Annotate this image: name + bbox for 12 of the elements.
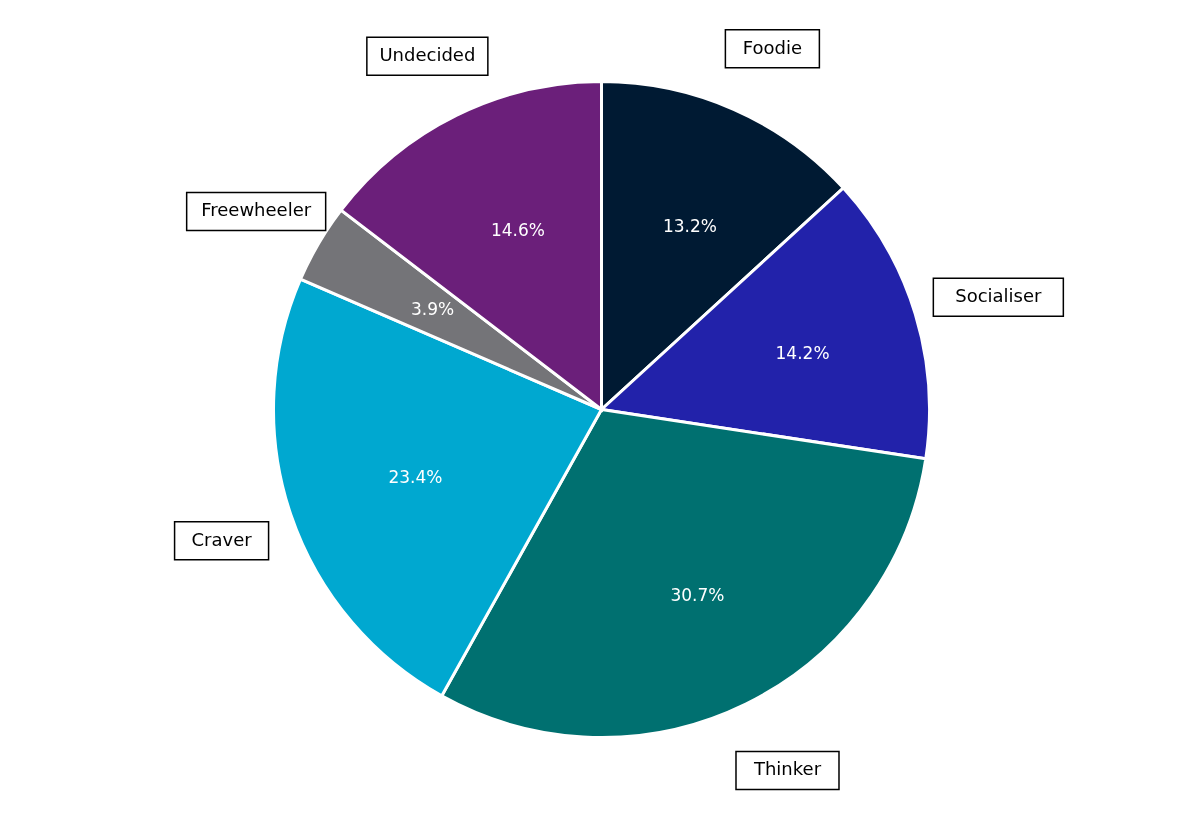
slice-label: Undecided <box>379 44 476 66</box>
data-label: 13.2% <box>662 215 717 236</box>
data-label: 14.6% <box>490 219 545 240</box>
slice-label: Freewheeler <box>201 199 312 221</box>
data-label: 30.7% <box>670 584 725 605</box>
data-label: 3.9% <box>411 299 455 320</box>
slice-label: Foodie <box>742 36 803 58</box>
data-label: 23.4% <box>388 467 443 488</box>
data-label: 14.2% <box>775 342 830 363</box>
slice-label: Socialiser <box>955 285 1043 307</box>
slice-label: Craver <box>191 528 253 550</box>
slice-label: Thinker <box>752 758 822 780</box>
